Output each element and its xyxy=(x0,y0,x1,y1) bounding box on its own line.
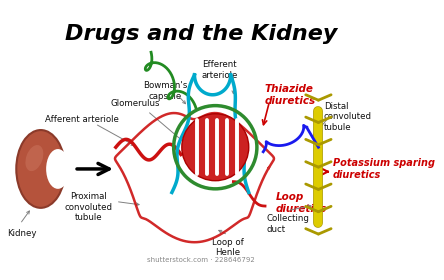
Text: Potassium sparing
diuretics: Potassium sparing diuretics xyxy=(333,158,435,180)
Text: shutterstock.com · 228646792: shutterstock.com · 228646792 xyxy=(147,257,255,263)
Text: Drugs and the Kidney: Drugs and the Kidney xyxy=(65,24,337,44)
Ellipse shape xyxy=(16,130,65,208)
Text: Thiazide
diuretics: Thiazide diuretics xyxy=(264,84,315,106)
Text: Distal
convoluted
tubule: Distal convoluted tubule xyxy=(324,102,372,132)
Ellipse shape xyxy=(46,149,70,189)
Text: Loop
diuretics: Loop diuretics xyxy=(276,192,327,214)
Ellipse shape xyxy=(25,145,44,171)
Text: Proximal
convoluted
tubule: Proximal convoluted tubule xyxy=(65,192,113,222)
Text: Glomerulus: Glomerulus xyxy=(111,99,160,108)
Text: Afferent arteriole: Afferent arteriole xyxy=(45,115,119,124)
Text: Efferent
arteriole: Efferent arteriole xyxy=(202,60,238,80)
Text: Kidney: Kidney xyxy=(7,229,37,238)
Text: Collecting
duct: Collecting duct xyxy=(267,214,310,234)
Circle shape xyxy=(182,114,249,181)
Text: Bowman's
capsule: Bowman's capsule xyxy=(143,81,188,101)
Text: Loop of
Henle: Loop of Henle xyxy=(212,238,244,257)
